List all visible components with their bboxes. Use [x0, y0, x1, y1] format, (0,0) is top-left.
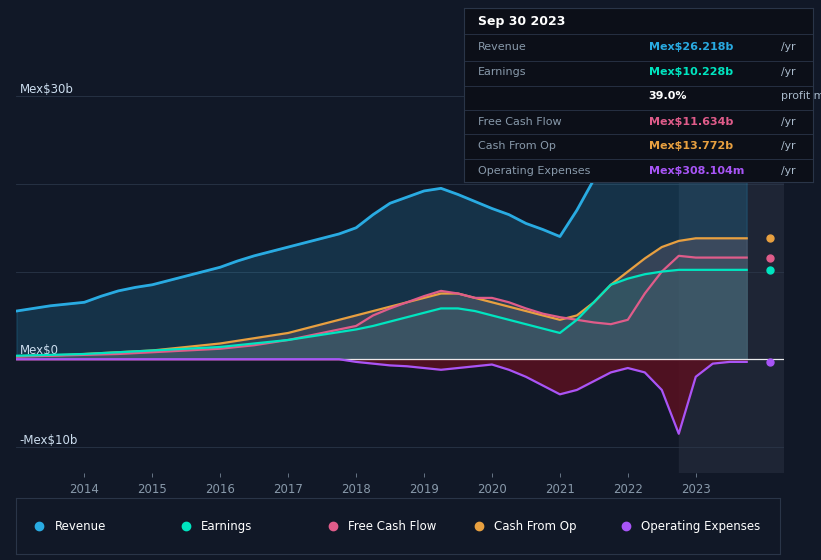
Text: /yr: /yr [782, 67, 796, 77]
Bar [679, 70, 784, 473]
Text: Free Cash Flow: Free Cash Flow [348, 520, 436, 533]
Text: Revenue: Revenue [478, 43, 526, 53]
Text: Sep 30 2023: Sep 30 2023 [478, 15, 565, 28]
Text: Mex$11.634b: Mex$11.634b [649, 117, 733, 127]
Text: profit margin: profit margin [782, 91, 821, 101]
Text: Cash From Op: Cash From Op [478, 142, 556, 151]
Text: -Mex$10b: -Mex$10b [20, 434, 78, 447]
Text: 39.0%: 39.0% [649, 91, 687, 101]
Text: Cash From Op: Cash From Op [494, 520, 577, 533]
Text: Free Cash Flow: Free Cash Flow [478, 117, 562, 127]
Text: /yr: /yr [782, 117, 796, 127]
Text: Earnings: Earnings [201, 520, 253, 533]
Text: /yr: /yr [782, 166, 796, 176]
Text: Earnings: Earnings [478, 67, 526, 77]
Text: Mex$10.228b: Mex$10.228b [649, 67, 733, 77]
Text: Operating Expenses: Operating Expenses [478, 166, 590, 176]
Text: Revenue: Revenue [55, 520, 106, 533]
Text: Mex$26.218b: Mex$26.218b [649, 43, 733, 53]
Text: Mex$13.772b: Mex$13.772b [649, 142, 733, 151]
Text: /yr: /yr [782, 43, 796, 53]
Text: Mex$308.104m: Mex$308.104m [649, 166, 744, 176]
Text: Operating Expenses: Operating Expenses [641, 520, 760, 533]
Text: Mex$0: Mex$0 [20, 344, 59, 357]
Text: Mex$30b: Mex$30b [20, 83, 74, 96]
Text: /yr: /yr [782, 142, 796, 151]
